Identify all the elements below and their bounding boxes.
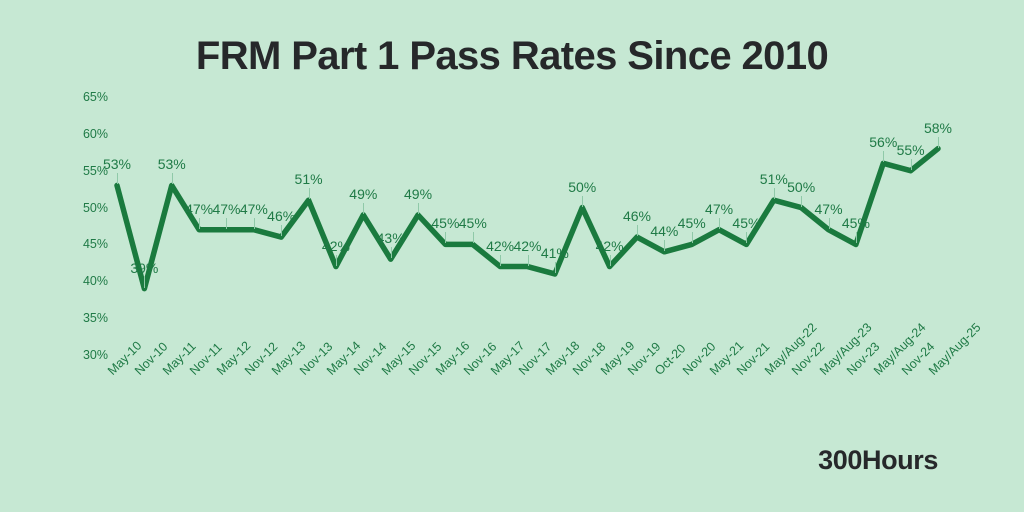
label-leader-line [253,217,255,229]
label-leader-line [335,254,337,266]
data-point-label: 39% [130,259,159,276]
label-leader-line [199,217,201,229]
label-leader-line [281,225,283,237]
data-point-label: 58% [923,119,953,136]
data-point-label: 42% [595,237,624,254]
label-leader-line [773,188,775,200]
data-point-label: 53% [157,156,186,173]
label-leader-line [609,254,611,266]
data-point-label: 44% [650,222,679,239]
data-point-label: 49% [349,185,378,202]
label-leader-line [883,151,885,163]
data-point-label: 45% [458,215,487,232]
data-point-label: 50% [787,178,816,195]
label-leader-line [308,188,310,200]
data-point-label: 45% [732,215,761,232]
data-point-label: 51% [759,171,788,188]
label-leader-line [171,173,173,185]
data-point-label: 42% [486,237,515,254]
brand-wordmark: 300Hours [818,445,938,475]
label-leader-line [910,158,912,170]
label-leader-line [636,225,638,237]
label-leader-line [144,276,146,288]
label-leader-line [226,217,228,229]
data-point-label: 47% [185,200,214,217]
label-leader-line [801,195,803,207]
label-leader-line [938,136,939,148]
label-leader-line [746,232,748,244]
y-tick-label: 50% [82,200,108,215]
y-tick-label: 60% [82,126,108,141]
label-leader-line [500,254,502,266]
label-leader-line [828,217,830,229]
label-leader-line [527,254,529,266]
label-leader-line [390,247,392,259]
data-point-label: 47% [814,200,843,217]
label-leader-line [445,232,447,244]
data-point-label: 50% [568,178,597,195]
data-point-label: 55% [896,141,925,158]
data-point-label: 43% [376,230,405,247]
data-point-label: 49% [404,185,433,202]
data-point-label: 42% [321,237,350,254]
data-point-label: 46% [267,208,296,225]
label-leader-line [418,202,420,214]
data-point-label: 45% [841,215,870,232]
label-leader-line [117,173,118,185]
y-tick-label: 35% [82,311,108,326]
label-leader-line [472,232,474,244]
data-point-label: 47% [212,200,241,217]
label-leader-line [582,195,584,207]
label-leader-line [855,232,857,244]
y-tick-label: 45% [82,237,108,252]
y-tick-label: 30% [82,348,108,362]
data-point-label: 47% [705,200,734,217]
label-leader-line [363,202,365,214]
data-point-label: 45% [431,215,460,232]
label-leader-line [554,261,556,273]
data-point-label: 41% [540,244,569,261]
data-point-label: 53% [102,156,132,173]
y-tick-label: 65% [82,90,108,104]
data-point-label: 51% [294,171,323,188]
label-leader-line [719,217,721,229]
page-title: FRM Part 1 Pass Rates Since 2010 [195,34,829,78]
data-point-label: 56% [869,134,898,151]
data-point-label: 42% [513,237,542,254]
y-tick-label: 40% [82,274,108,289]
label-leader-line [691,232,693,244]
data-point-label: 46% [622,208,651,225]
pass-rate-line [114,145,941,292]
y-tick-label: 55% [82,163,108,178]
data-point-label: 45% [677,215,706,232]
data-point-label: 47% [239,200,268,217]
label-leader-line [664,239,666,251]
